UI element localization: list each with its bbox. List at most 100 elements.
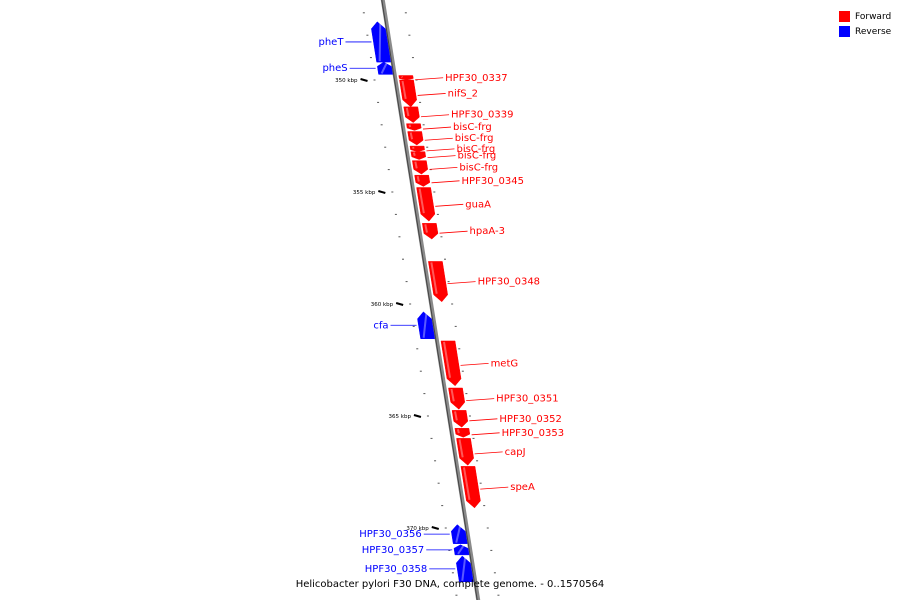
gene-label: bisC-frg: [453, 122, 492, 133]
dna-backbone-group: [380, 0, 481, 600]
gene-arrow: [406, 123, 422, 131]
gene-arrow: [454, 428, 471, 438]
gene-arrow-highlight: [456, 429, 460, 434]
gene-label: HPF30_0345: [462, 176, 524, 187]
gene-leader-line: [439, 230, 468, 234]
gene-arrow: [414, 174, 431, 187]
legend-item-reverse: Reverse: [839, 24, 891, 39]
gene-label: bisC-frg: [458, 151, 497, 162]
gene-label: bisC-frg: [459, 162, 498, 173]
leader-line-layer: [345, 41, 509, 570]
reverse-swatch: [839, 26, 850, 37]
ruler-label: 350 kbp: [335, 78, 358, 84]
gene-arrow: [417, 311, 435, 339]
gene-label: bisC-frg: [455, 133, 494, 144]
gene-arrow-highlight: [430, 262, 438, 294]
gene-arrow: [407, 131, 424, 146]
ruler-label: 370 kbp: [406, 526, 429, 532]
gene-arrow-highlight: [412, 152, 416, 157]
major-tick: [360, 78, 368, 82]
gene-arrow-highlight: [418, 188, 425, 214]
gene-arrow-highlight: [457, 545, 465, 555]
gene-label: pheS: [322, 63, 347, 74]
gene-leader-line: [435, 203, 464, 207]
gene-label: bisC-frg: [456, 144, 495, 155]
major-tick: [395, 302, 404, 306]
legend-forward-label: Forward: [855, 11, 892, 22]
major-tick: [413, 414, 422, 418]
gene-label: HPF30_0357: [362, 545, 424, 556]
gene-arrow: [422, 223, 439, 240]
gene-leader-line: [480, 486, 509, 490]
gene-arrow: [440, 340, 462, 387]
gene-label: cfa: [373, 320, 388, 331]
gene-leader-line: [424, 137, 453, 141]
dna-backbone: [380, 0, 481, 600]
ruler-label: 365 kbp: [389, 414, 412, 420]
gene-leader-line: [469, 418, 498, 422]
gene-arrow: [448, 387, 466, 410]
gene-arrow: [398, 75, 414, 81]
gene-arrow-highlight: [424, 224, 428, 233]
dna-backbone-edge: [381, 0, 478, 600]
gene-arrow-highlight: [422, 312, 428, 338]
legend-reverse-label: Reverse: [855, 26, 892, 37]
gene-label: HPF30_0351: [496, 394, 558, 405]
gene-arrow-highlight: [405, 107, 410, 117]
gene-arrow-highlight: [458, 439, 464, 458]
gene-label: HPF30_0353: [502, 428, 564, 439]
gene-label: HPF30_0358: [365, 564, 427, 575]
gene-label: HPF30_0348: [478, 277, 540, 288]
gene-label: speA: [510, 482, 535, 493]
gene-label-layer: pheTpheSHPF30_0337nifS_2HPF30_0339bisC-f…: [319, 37, 565, 575]
gene-arrow: [460, 466, 481, 509]
legend-item-forward: Forward: [839, 9, 891, 24]
gene-label: nifS_2: [448, 88, 478, 99]
gene-label: HPF30_0356: [359, 529, 421, 540]
gene-label: hpaA-3: [470, 226, 505, 237]
gene-label: HPF30_0337: [445, 73, 507, 84]
gene-arrow: [416, 187, 436, 222]
gene-arrow: [451, 410, 469, 428]
gene-arrow: [410, 151, 427, 160]
gene-leader-line: [474, 451, 503, 455]
gene-leader-line: [429, 166, 458, 170]
ruler-label: 355 kbp: [353, 190, 376, 196]
legend: Forward Reverse: [839, 9, 891, 39]
forward-swatch: [839, 11, 850, 22]
gene-leader-line: [415, 77, 444, 81]
gene-leader-line: [426, 148, 455, 152]
gene-arrow-highlight: [461, 556, 467, 581]
gene-arrow-highlight: [455, 525, 462, 543]
gene-arrow-highlight: [409, 132, 414, 140]
gene-arrow: [377, 61, 393, 75]
major-tick: [431, 526, 440, 530]
tick-layer: 350 kbp 355 kbp 360 kbp 365 kbp 370 kbp: [335, 12, 500, 596]
gene-arrow: [409, 145, 425, 152]
gene-arrow-highlight: [416, 175, 420, 182]
major-tick: [378, 190, 386, 194]
gene-arrow: [456, 438, 474, 466]
gene-arrow-highlight: [450, 388, 455, 402]
gene-arrow-highlight: [401, 80, 407, 100]
gene-arrow: [453, 544, 470, 556]
gene-leader-line: [417, 93, 446, 96]
gene-arrow-highlight: [414, 161, 418, 169]
gene-arrow: [412, 160, 428, 175]
gene-arrow-highlight: [408, 124, 412, 128]
gene-layer: [371, 21, 481, 583]
gene-label: HPF30_0352: [499, 414, 561, 425]
gene-arrow-highlight: [443, 341, 452, 378]
gene-arrow-highlight: [412, 146, 415, 150]
gene-arrow-highlight: [454, 411, 458, 421]
ruler-label: 360 kbp: [371, 302, 394, 308]
map-caption: Helicobacter pylori F30 DNA, complete ge…: [295, 579, 605, 590]
gene-arrow-highlight: [380, 62, 388, 74]
gene-arrow: [428, 261, 448, 303]
gene-label: capJ: [505, 447, 526, 458]
gene-arrow: [456, 555, 474, 583]
gene-leader-line: [422, 126, 452, 130]
gene-arrow-highlight: [378, 22, 382, 62]
gene-label: pheT: [319, 37, 345, 48]
